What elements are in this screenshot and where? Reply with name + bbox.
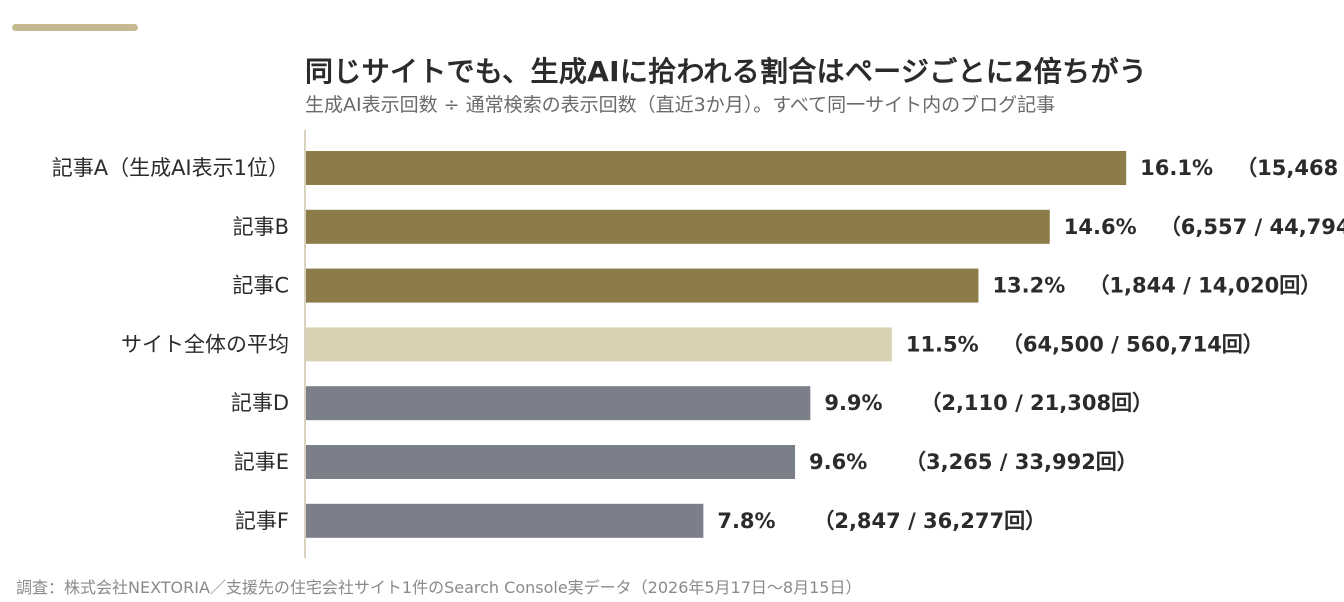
bar — [306, 386, 811, 421]
bar — [306, 503, 704, 538]
value-label: 14.6% — [1064, 215, 1137, 239]
bar — [306, 268, 979, 303]
chart-title: 同じサイトでも、生成AIに拾われる割合はページごとに2倍ちがう — [305, 55, 1148, 88]
value-label: 16.1% — [1140, 156, 1213, 180]
value-label: 11.5% — [906, 332, 979, 356]
category-label: 記事F — [235, 509, 289, 533]
category-label: 記事B — [233, 215, 289, 239]
count-label: （2,110 / 21,308回） — [920, 391, 1153, 415]
value-label: 7.8% — [717, 509, 775, 533]
count-label: （15,468 / 96,265回） — [1236, 156, 1344, 180]
count-label: （2,847 / 36,277回） — [813, 509, 1046, 533]
chart-subtitle: 生成AI表示回数 ÷ 通常検索の表示回数（直近3か月）。すべて同一サイト内のブロ… — [305, 94, 1056, 116]
count-label: （6,557 / 44,794回） — [1160, 215, 1344, 239]
bar — [306, 327, 892, 362]
bar — [306, 445, 796, 479]
category-label: 記事A（生成AI表示1位） — [52, 156, 289, 180]
value-label: 13.2% — [992, 274, 1065, 298]
count-label: （64,500 / 560,714回） — [1002, 332, 1264, 356]
value-label: 9.9% — [824, 391, 882, 415]
value-label: 9.6% — [809, 450, 867, 474]
category-label: 記事C — [232, 274, 289, 298]
category-label: 記事D — [231, 391, 289, 415]
count-label: （3,265 / 33,992回） — [905, 450, 1138, 474]
source-note: 調査：株式会社NEXTORIA／支援先の住宅会社サイト1件のSearch Con… — [16, 578, 862, 597]
count-label: （1,844 / 14,020回） — [1088, 274, 1321, 298]
bar — [306, 209, 1050, 244]
category-label: サイト全体の平均 — [121, 332, 289, 356]
bar — [306, 151, 1127, 185]
accent-bar — [12, 24, 138, 31]
category-label: 記事E — [234, 450, 289, 474]
